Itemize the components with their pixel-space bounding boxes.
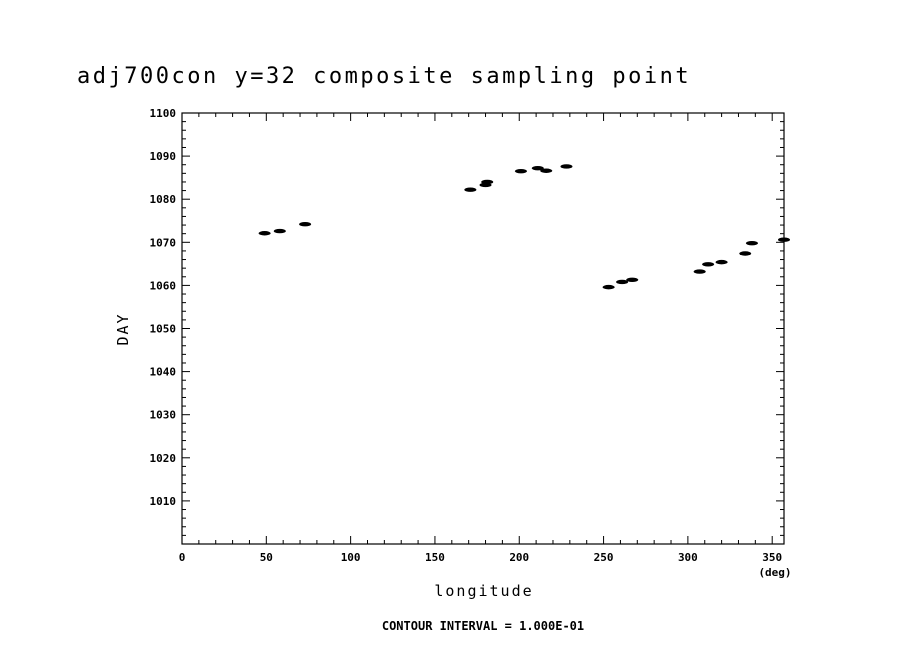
data-point bbox=[481, 179, 494, 185]
contour-interval-note: CONTOUR INTERVAL = 1.000E-01 bbox=[382, 619, 584, 633]
axis-ticks bbox=[181, 112, 784, 544]
data-points bbox=[258, 164, 790, 290]
x-tick-label: 100 bbox=[341, 551, 361, 564]
axis-tick-labels: 0 50 100 150 200 250 300 350 1010 1020 1030 1040 105… bbox=[150, 107, 783, 564]
data-point bbox=[702, 262, 715, 267]
data-point bbox=[514, 168, 527, 174]
y-tick-label: 1040 bbox=[150, 366, 177, 379]
data-point bbox=[258, 231, 271, 236]
x-tick-label: 300 bbox=[678, 551, 698, 564]
y-tick-label: 1020 bbox=[150, 452, 177, 465]
data-point bbox=[739, 251, 752, 256]
data-point bbox=[560, 164, 573, 169]
y-tick-label: 1010 bbox=[150, 495, 177, 508]
data-point bbox=[616, 279, 629, 285]
x-tick-label: 350 bbox=[762, 551, 782, 564]
data-point bbox=[273, 228, 286, 234]
data-point bbox=[540, 168, 553, 173]
y-tick-label: 1050 bbox=[150, 323, 177, 336]
y-tick-label: 1060 bbox=[150, 279, 177, 292]
y-tick-label: 1030 bbox=[150, 409, 177, 422]
data-point bbox=[715, 259, 728, 265]
y-tick-label: 1080 bbox=[150, 193, 177, 206]
data-point bbox=[602, 284, 615, 290]
y-tick-label: 1070 bbox=[150, 236, 177, 249]
x-tick-label: 0 bbox=[179, 551, 186, 564]
x-axis-label: longitude bbox=[434, 582, 533, 600]
data-point bbox=[626, 277, 639, 282]
x-tick-label: 250 bbox=[594, 551, 614, 564]
x-axis-unit: (deg) bbox=[758, 566, 791, 579]
y-tick-label: 1090 bbox=[150, 150, 177, 163]
y-tick-label: 1100 bbox=[150, 107, 177, 120]
data-point bbox=[464, 187, 477, 192]
x-tick-label: 200 bbox=[509, 551, 529, 564]
plot-area bbox=[181, 112, 785, 545]
x-tick-label: 150 bbox=[425, 551, 445, 564]
data-point bbox=[745, 240, 758, 246]
data-point bbox=[299, 221, 312, 227]
x-tick-label: 50 bbox=[260, 551, 273, 564]
data-point bbox=[778, 237, 790, 242]
plot-frame bbox=[181, 112, 785, 545]
chart-title: adj700con y=32 composite sampling point bbox=[77, 64, 691, 89]
y-axis-label: DAY bbox=[114, 312, 132, 345]
data-point bbox=[693, 269, 706, 274]
data-point bbox=[531, 165, 544, 171]
